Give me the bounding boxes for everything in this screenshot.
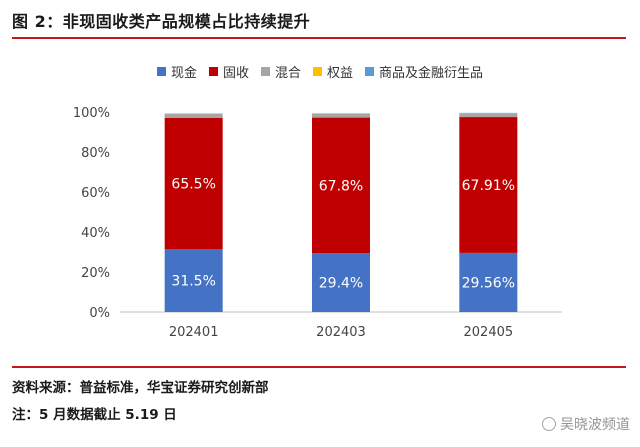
legend-item: 现金 [156,62,197,81]
y-tick-label: 100% [73,106,110,121]
bar-segment [164,114,223,118]
y-tick-label: 40% [81,226,110,241]
footnote: 注：5 月数据截止 5.19 日 [12,407,177,423]
legend-label: 现金 [170,66,197,81]
y-tick-label: 80% [81,146,110,161]
stacked-bar-chart: 0% 20% 40% 60% 80% 100% 31.5% 65.5% 202401 29.4% 6… [73,106,562,340]
y-tick-label: 60% [81,186,110,201]
bar-segment [164,118,223,249]
x-tick-label: 202405 [464,325,514,340]
x-tick-label: 202403 [316,325,366,340]
bar-segment [164,249,223,312]
data-label: 67.8% [319,178,363,194]
bar-segment [459,113,518,118]
watermark-text: 吴晓波频道 [560,417,630,433]
legend-item: 固收 [208,62,249,81]
legend: 现金 固收 混合 权益 商品及金融衍生品 [0,62,640,81]
legend-label: 商品及金融衍生品 [379,66,484,81]
footer-rule [12,366,626,368]
data-label: 65.5% [171,177,215,193]
watermark: 吴晓波频道 [542,414,630,434]
x-tick-label: 202401 [169,325,219,340]
title-rule [12,37,626,39]
legend-swatch [156,67,166,76]
legend-item: 商品及金融衍生品 [365,62,483,81]
data-label: 67.91% [462,178,515,194]
legend-item: 混合 [260,62,301,81]
data-label: 29.4% [319,276,363,292]
bar-segment [312,117,370,254]
bar-segment [459,117,518,253]
bar-segment [312,253,370,312]
legend-swatch [260,67,270,76]
legend-label: 固收 [222,66,249,81]
bar-segment [459,252,518,312]
data-label: 31.5% [171,274,215,290]
data-label: 29.56% [462,275,515,291]
legend-item: 权益 [313,62,353,81]
bar-segment [312,113,370,118]
legend-label: 混合 [274,66,301,81]
figure-title: 图 2：非现固收类产品规模占比持续提升 [12,12,311,31]
watermark-logo-icon [542,417,556,431]
legend-swatch [208,67,218,76]
y-tick-label: 20% [81,266,110,281]
legend-swatch [365,67,375,76]
source-note: 资料来源：普益标准，华宝证券研究创新部 [12,380,269,396]
legend-swatch [313,67,322,76]
y-tick-label: 0% [89,306,110,321]
legend-label: 权益 [327,66,354,81]
